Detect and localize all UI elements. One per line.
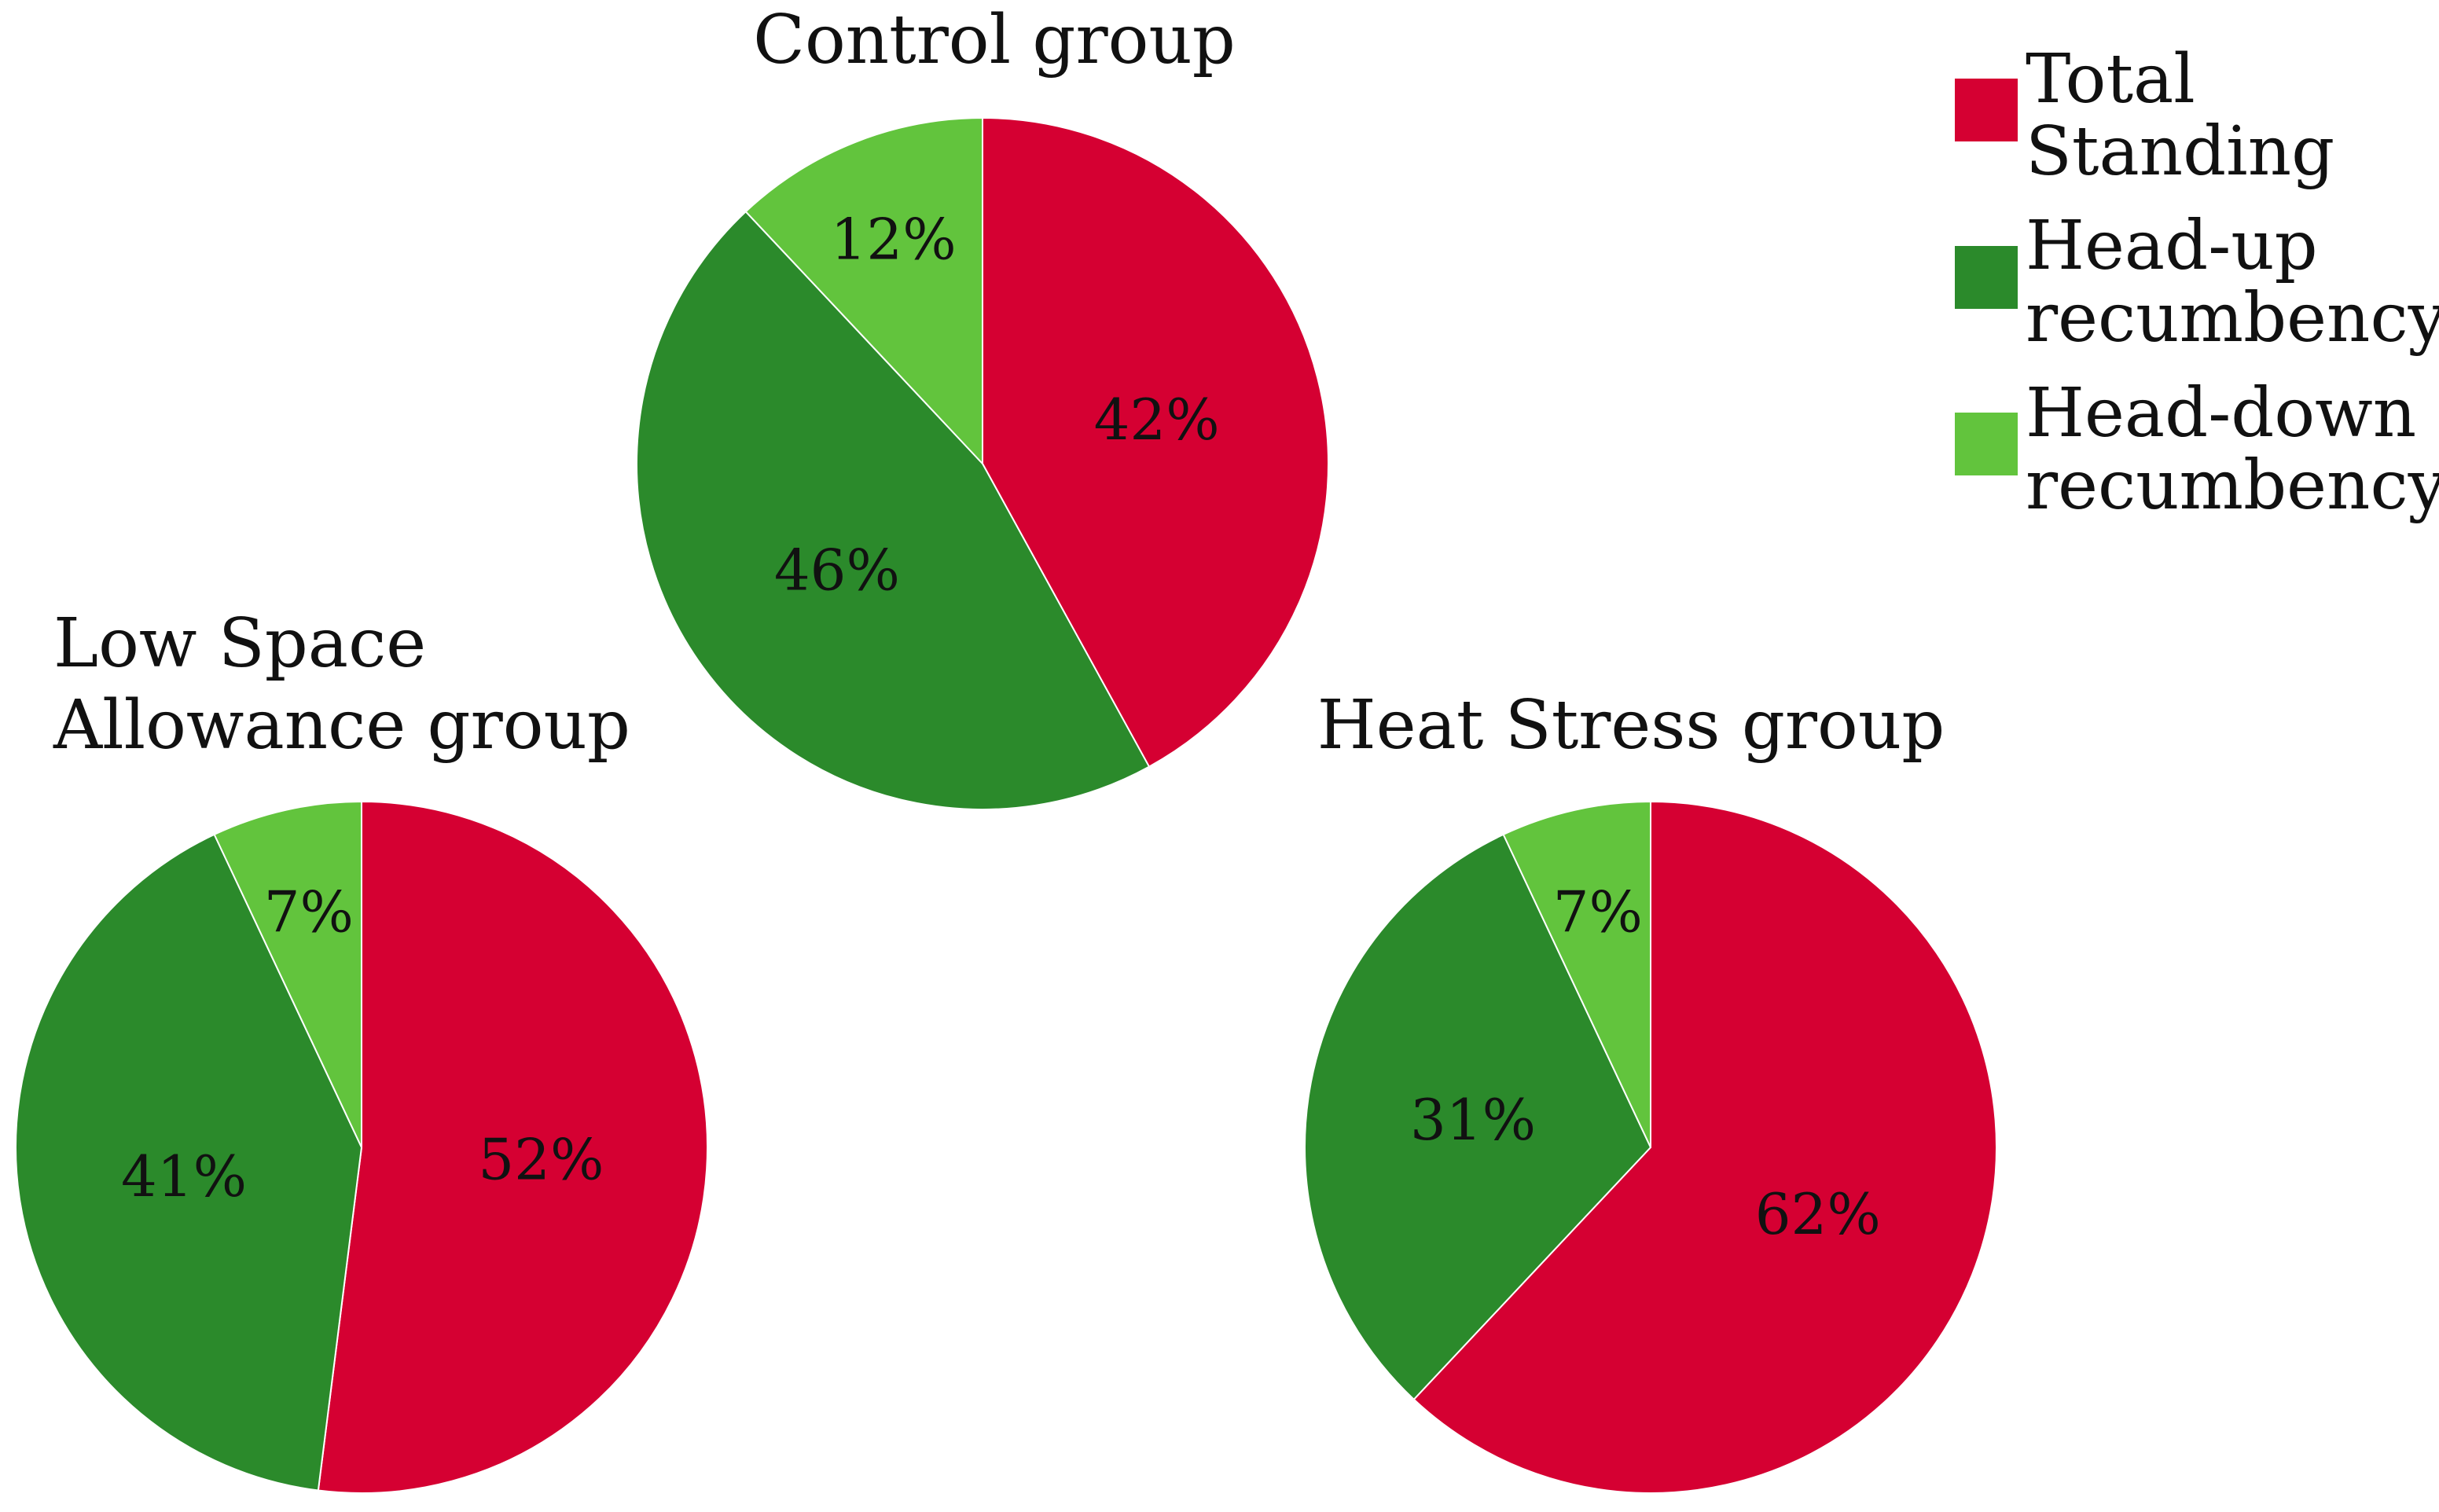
legend-swatch-head-down xyxy=(1955,413,2018,475)
legend: Total Standing Head-up recumbency Head-d… xyxy=(1955,40,2439,525)
slice-low-space-head-up xyxy=(15,833,363,1492)
chart-title-low-space-line2: Allowance group xyxy=(53,686,630,765)
pie-chart-low-space: Low Space Allowance group 52% 41% 7% xyxy=(15,604,709,1494)
slice-low-space-total-standing xyxy=(317,800,709,1494)
legend-swatch-head-up xyxy=(1955,246,2018,309)
slice-label-low-space-total-standing: 52% xyxy=(478,1126,604,1192)
slice-label-heat-stress-head-up: 31% xyxy=(1410,1087,1536,1153)
slice-control-head-up xyxy=(636,210,1151,810)
slice-heat-stress-total-standing xyxy=(1412,800,1997,1494)
legend-label-head-down-line2: recumbency xyxy=(2026,446,2439,525)
slice-heat-stress-head-down xyxy=(1502,800,1651,1148)
slice-label-control-head-up: 46% xyxy=(774,537,900,603)
chart-title-heat-stress: Heat Stress group xyxy=(1317,686,1945,765)
slice-label-low-space-head-down: 7% xyxy=(264,879,354,945)
slice-label-low-space-head-up: 41% xyxy=(121,1143,247,1209)
legend-item-head-down: Head-down recumbency xyxy=(1955,374,2439,525)
legend-label-head-down-line1: Head-down xyxy=(2026,374,2416,453)
legend-label-total-standing-line2: Standing xyxy=(2026,112,2334,191)
slice-low-space-head-down xyxy=(213,800,362,1148)
pie-chart-heat-stress: Heat Stress group 62% 31% 7% xyxy=(1304,686,1997,1494)
slice-control-total-standing xyxy=(982,116,1329,768)
pie-slices-low-space xyxy=(15,800,709,1494)
legend-label-total-standing-line1: Total xyxy=(2026,40,2195,119)
slice-label-control-total-standing: 42% xyxy=(1094,387,1220,453)
legend-swatch-total-standing xyxy=(1955,79,2018,141)
slice-label-control-head-down: 12% xyxy=(831,207,957,273)
slice-heat-stress-head-up xyxy=(1304,833,1652,1401)
slice-label-heat-stress-total-standing: 62% xyxy=(1755,1181,1881,1247)
legend-item-total-standing: Total Standing xyxy=(1955,40,2334,191)
slice-control-head-down xyxy=(744,116,983,466)
legend-label-head-up-line1: Head-up xyxy=(2026,207,2318,285)
legend-item-head-up: Head-up recumbency xyxy=(1955,207,2439,358)
chart-title-control: Control group xyxy=(753,1,1236,79)
chart-title-low-space-line1: Low Space xyxy=(53,604,426,683)
legend-label-head-up-line2: recumbency xyxy=(2026,279,2439,358)
slice-label-heat-stress-head-down: 7% xyxy=(1553,879,1643,945)
pie-slices-control xyxy=(636,116,1329,810)
pie-slices-heat-stress xyxy=(1304,800,1997,1494)
pie-chart-control: Control group 42% 46% 12% xyxy=(636,1,1329,810)
